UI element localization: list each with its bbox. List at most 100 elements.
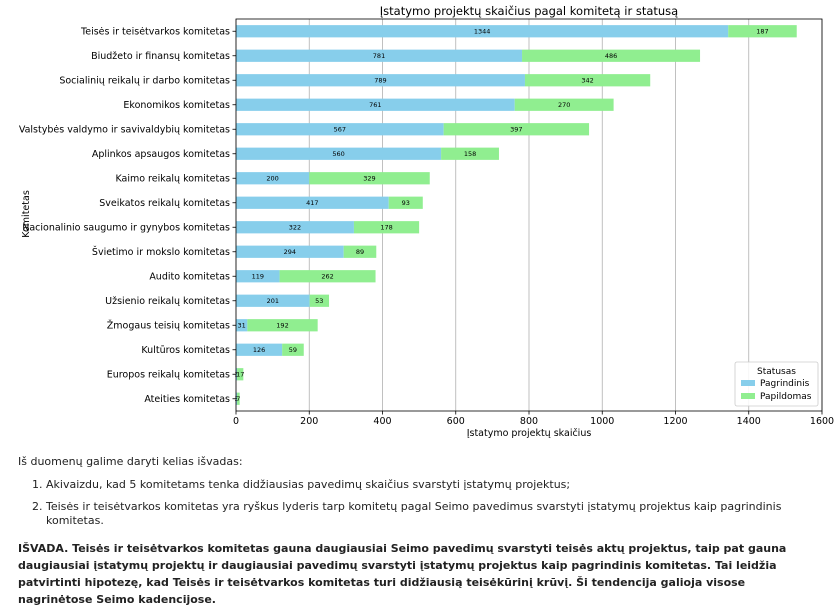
stacked-bar-chart: Įstatymo projektų skaičius pagal komitet… (19, 4, 834, 439)
bar-value-label: 789 (374, 77, 386, 85)
bar-value-label: 89 (356, 248, 364, 256)
bar-value-label: 119 (252, 273, 264, 281)
bar-value-label: 31 (238, 322, 246, 330)
category-label: Kaimo reikalų komitetas (115, 174, 230, 185)
bar-pagrindinis (236, 294, 310, 307)
legend-label-papildomas: Papildomas (760, 392, 812, 402)
category-label: Švietimo ir mokslo komitetas (92, 246, 230, 258)
legend-box (734, 361, 819, 407)
bar-value-label: 781 (373, 52, 385, 60)
bar-value-label: 17 (236, 371, 244, 379)
bar-value-label: 262 (321, 273, 333, 281)
bar-value-label: 486 (605, 52, 617, 60)
bar-papildomas (388, 196, 423, 209)
bar-papildomas (514, 98, 614, 111)
x-tick-label: 800 (520, 416, 538, 427)
x-axis-label: Įstatymo projektų skaičius (467, 428, 592, 439)
y-axis-label: Komitetas (21, 190, 32, 238)
bar-value-label: 417 (306, 199, 318, 207)
bar-papildomas (237, 368, 244, 381)
legend-swatch-papildomas (741, 393, 755, 399)
bar-papildomas (443, 123, 590, 136)
bar-papildomas (282, 343, 304, 356)
bar-papildomas (353, 221, 420, 234)
bar-pagrindinis (236, 147, 442, 160)
bar-value-label: 270 (558, 101, 570, 109)
bar-value-label: 397 (510, 126, 522, 134)
bar-value-label: 322 (289, 224, 301, 232)
bar-pagrindinis (236, 25, 729, 38)
bar-value-label: 342 (581, 77, 593, 85)
bar-pagrindinis (236, 368, 238, 381)
bar-papildomas (279, 270, 376, 283)
bar-value-label: 192 (276, 322, 288, 330)
x-tick-label: 0 (233, 416, 239, 427)
bar-pagrindinis (236, 172, 310, 185)
bar-papildomas (524, 74, 651, 87)
x-tick-label: 600 (447, 416, 465, 427)
bar-papildomas (247, 319, 318, 332)
bar-pagrindinis (236, 319, 248, 332)
category-label: Audito komitetas (149, 272, 230, 283)
bar-value-label: 3 (234, 395, 238, 403)
bar-papildomas (343, 245, 377, 258)
x-tick-label: 1600 (810, 416, 834, 427)
legend-title: Statusas (757, 367, 796, 377)
bar-pagrindinis (236, 74, 525, 87)
category-label: Sveikatos reikalų komitetas (99, 198, 230, 209)
bar-value-label: 59 (289, 346, 297, 354)
bar-pagrindinis (236, 245, 344, 258)
category-label: Užsienio reikalų komitetas (105, 296, 230, 307)
conclusion-text: IŠVADA. Teisės ir teisėtvarkos komitetas… (18, 542, 787, 606)
category-label: Aplinkos apsaugos komitetas (92, 149, 230, 160)
bar-value-label: 761 (369, 101, 381, 109)
x-tick-label: 1200 (663, 416, 687, 427)
x-tick-label: 1400 (737, 416, 761, 427)
category-label: Nacionalinio saugumo ir gynybos komiteta… (22, 223, 230, 234)
x-tick-label: 1000 (590, 416, 614, 427)
finding-item: Teisės ir teisėtvarkos komitetas yra ryš… (46, 500, 818, 528)
finding-item: Akivaizdu, kad 5 komitetams tenka didžia… (46, 478, 818, 492)
bar-value-label: 1344 (474, 28, 491, 36)
legend-label-pagrindinis: Pagrindinis (760, 379, 810, 389)
bar-value-label: 560 (332, 150, 344, 158)
bar-pagrindinis (236, 123, 444, 136)
chart-title: Įstatymo projektų skaičius pagal komitet… (380, 4, 678, 18)
legend: Statusas Pagrindinis Papildomas (734, 361, 819, 407)
bar-pagrindinis (236, 343, 283, 356)
bar-papildomas (237, 392, 240, 405)
category-label: Socialinių reikalų ir darbo komitetas (59, 76, 230, 87)
bar-value-label: 294 (284, 248, 296, 256)
bar-papildomas (309, 294, 330, 307)
bar-pagrindinis (236, 392, 238, 405)
conclusions-section: Iš duomenų galime daryti kelias išvadas:… (18, 455, 818, 608)
bar-value-label: 329 (363, 175, 375, 183)
bar-pagrindinis (236, 49, 523, 62)
bar-value-label: 200 (266, 175, 278, 183)
bar-value-label: 53 (315, 297, 323, 305)
category-labels: Teisės ir teisėtvarkos komitetas Biudžeto… (19, 27, 236, 405)
bar-pagrindinis (236, 270, 280, 283)
category-label: Biudžeto ir finansų komitetas (91, 51, 230, 62)
bar-papildomas (728, 25, 797, 38)
bar-papildomas (309, 172, 430, 185)
category-label: Europos reikalų komitetas (107, 370, 230, 381)
bar-value-label: 567 (334, 126, 346, 134)
category-label: Ateities komitetas (144, 394, 230, 405)
x-tick-label: 400 (373, 416, 391, 427)
category-label: Ekonomikos komitetas (123, 100, 230, 111)
findings-list: Akivaizdu, kad 5 komitetams tenka didžia… (18, 478, 818, 528)
legend-swatch-pagrindinis (741, 380, 755, 386)
bar-pagrindinis (236, 98, 515, 111)
bar-value-label: 178 (380, 224, 392, 232)
plot-frame (235, 18, 823, 412)
category-label: Žmogaus teisių komitetas (107, 320, 230, 332)
bar-papildomas (441, 147, 499, 160)
bar-value-label: 126 (253, 346, 265, 354)
category-label: Kultūros komitetas (141, 345, 230, 356)
bar-value-label: 93 (402, 199, 410, 207)
bar-pagrindinis (236, 196, 389, 209)
bar-value-label: 201 (267, 297, 279, 305)
x-tick-label: 200 (300, 416, 318, 427)
x-tick-labels: 0 200 400 600 800 1000 1200 1400 1600 (233, 411, 834, 427)
